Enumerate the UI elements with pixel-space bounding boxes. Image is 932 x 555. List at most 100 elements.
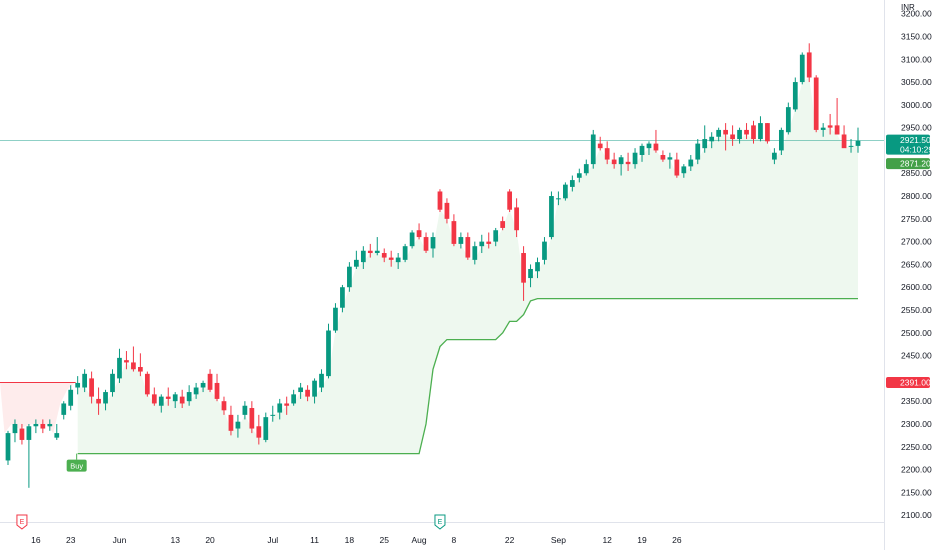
- candle[interactable]: [395, 253, 401, 269]
- candle[interactable]: [138, 353, 143, 377]
- candle[interactable]: [409, 230, 415, 249]
- candle[interactable]: [723, 123, 728, 151]
- candle[interactable]: [744, 123, 749, 140]
- candle[interactable]: [47, 419, 53, 431]
- candle[interactable]: [333, 303, 338, 333]
- candle[interactable]: [778, 127, 784, 156]
- candle[interactable]: [242, 401, 248, 420]
- candle[interactable]: [207, 369, 213, 393]
- candle[interactable]: [604, 141, 610, 165]
- candle[interactable]: [277, 398, 283, 420]
- candle[interactable]: [423, 232, 429, 254]
- candle[interactable]: [68, 385, 74, 411]
- candle[interactable]: [737, 127, 742, 144]
- candle[interactable]: [556, 191, 561, 206]
- candle[interactable]: [709, 132, 715, 149]
- candle[interactable]: [193, 382, 199, 399]
- candle[interactable]: [381, 248, 387, 263]
- candle[interactable]: [305, 385, 310, 402]
- candle[interactable]: [716, 127, 722, 142]
- candle[interactable]: [437, 189, 443, 212]
- candle[interactable]: [451, 214, 457, 247]
- candle[interactable]: [374, 237, 380, 256]
- candle[interactable]: [5, 430, 11, 466]
- candle[interactable]: [33, 419, 39, 434]
- candle[interactable]: [12, 419, 18, 443]
- candle[interactable]: [430, 232, 436, 258]
- candle[interactable]: [702, 125, 708, 153]
- candle[interactable]: [528, 264, 533, 288]
- candle[interactable]: [82, 369, 88, 393]
- candle[interactable]: [792, 77, 798, 112]
- candle[interactable]: [590, 129, 596, 169]
- candle[interactable]: [179, 389, 185, 409]
- candle[interactable]: [848, 139, 854, 153]
- candle[interactable]: [270, 405, 276, 422]
- candle[interactable]: [514, 198, 519, 238]
- candle[interactable]: [632, 148, 638, 169]
- candle[interactable]: [131, 346, 136, 372]
- candle[interactable]: [667, 152, 673, 169]
- candle[interactable]: [765, 123, 770, 144]
- candle[interactable]: [347, 262, 352, 292]
- candle[interactable]: [646, 141, 652, 156]
- candle[interactable]: [117, 348, 122, 383]
- candle[interactable]: [493, 227, 499, 247]
- candle[interactable]: [110, 369, 115, 397]
- candle[interactable]: [507, 189, 513, 212]
- candle[interactable]: [535, 257, 540, 279]
- candle[interactable]: [312, 378, 317, 404]
- candle[interactable]: [465, 232, 471, 260]
- earnings-marker[interactable]: E: [16, 514, 28, 530]
- candle[interactable]: [172, 392, 178, 409]
- candle[interactable]: [256, 414, 262, 445]
- candle[interactable]: [583, 159, 589, 176]
- candle[interactable]: [89, 371, 94, 404]
- candle[interactable]: [472, 241, 478, 265]
- earnings-marker[interactable]: E: [434, 514, 446, 530]
- candle[interactable]: [785, 102, 791, 135]
- candle[interactable]: [758, 116, 763, 142]
- candle[interactable]: [576, 168, 582, 183]
- buy-marker[interactable]: [66, 459, 87, 472]
- candle[interactable]: [340, 284, 345, 313]
- candle[interactable]: [298, 382, 303, 399]
- candle[interactable]: [479, 234, 485, 254]
- candle[interactable]: [151, 387, 157, 406]
- candle[interactable]: [500, 216, 506, 231]
- candle[interactable]: [688, 155, 694, 171]
- candle[interactable]: [40, 419, 46, 434]
- candle[interactable]: [542, 237, 547, 265]
- candle[interactable]: [597, 136, 603, 151]
- candle[interactable]: [165, 387, 171, 406]
- candle[interactable]: [444, 198, 450, 224]
- candle[interactable]: [214, 373, 220, 402]
- candle[interactable]: [186, 385, 192, 406]
- candle[interactable]: [54, 423, 60, 440]
- candle[interactable]: [549, 191, 554, 240]
- candle[interactable]: [772, 148, 777, 165]
- candle[interactable]: [486, 232, 492, 249]
- candle[interactable]: [611, 152, 617, 169]
- candle[interactable]: [841, 125, 847, 149]
- candle[interactable]: [228, 405, 234, 436]
- candle[interactable]: [326, 323, 331, 379]
- candle[interactable]: [639, 143, 645, 162]
- candle[interactable]: [521, 246, 526, 301]
- candle[interactable]: [291, 389, 297, 406]
- candle[interactable]: [834, 98, 840, 135]
- candle[interactable]: [820, 123, 826, 137]
- candle[interactable]: [563, 182, 568, 201]
- candle[interactable]: [569, 175, 575, 192]
- candle[interactable]: [124, 351, 129, 370]
- candle[interactable]: [458, 232, 464, 249]
- candle[interactable]: [144, 371, 150, 397]
- candle[interactable]: [813, 75, 819, 133]
- candle[interactable]: [730, 125, 735, 146]
- candle[interactable]: [96, 387, 101, 415]
- candle[interactable]: [319, 369, 324, 393]
- candle[interactable]: [158, 394, 164, 413]
- candle[interactable]: [235, 414, 241, 438]
